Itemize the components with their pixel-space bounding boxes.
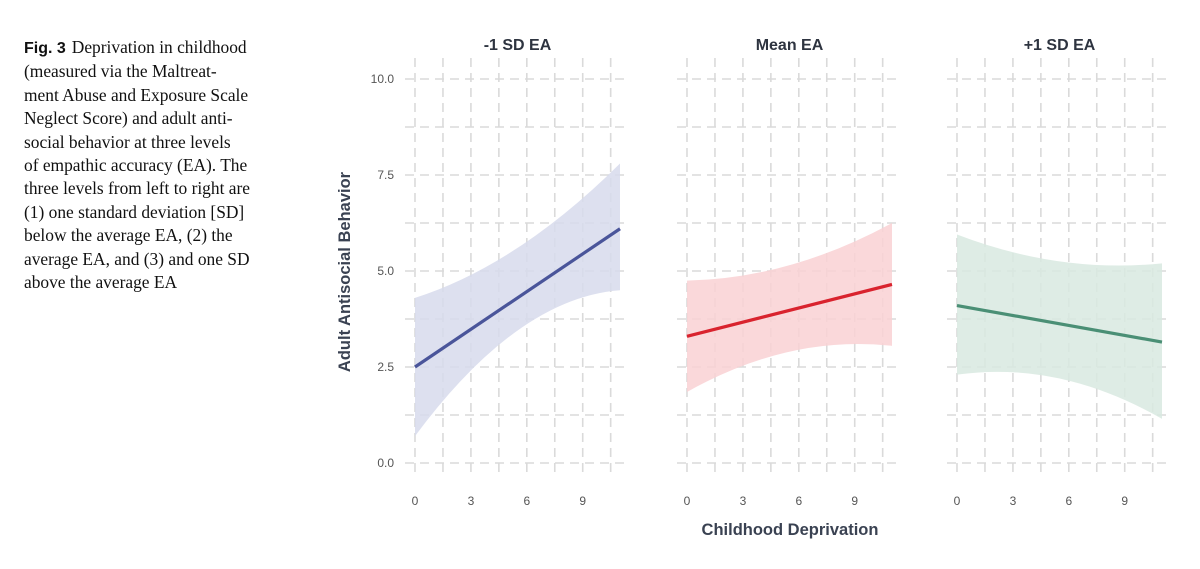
caption-line-1: Fig. 3 Deprivation in childhood	[24, 37, 247, 57]
x-tick-label-panel2-0: 0	[684, 494, 691, 508]
confidence-band-panel2	[687, 223, 892, 392]
panel-title-3: +1 SD EA	[1024, 37, 1096, 54]
panel-title-2: Mean EA	[756, 37, 824, 54]
caption-line-2: (measured via the Maltreat-	[24, 61, 217, 82]
x-tick-label-panel1-0: 0	[412, 494, 419, 508]
x-tick-label-panel1-1: 3	[468, 494, 475, 508]
caption-line-9: below the average EA, (2) the	[24, 225, 233, 246]
y-tick-label-2: 5.0	[377, 264, 394, 278]
figure-caption: Fig. 3 Deprivation in childhood (measured…	[24, 36, 294, 294]
caption-line-4: Neglect Score) and adult anti-	[24, 108, 233, 129]
caption-line-11: above the average EA	[24, 272, 178, 293]
confidence-band-panel3	[957, 234, 1162, 419]
panel-title-1: -1 SD EA	[484, 37, 552, 54]
x-tick-label-panel1-3: 9	[579, 494, 586, 508]
x-tick-label-panel3-2: 6	[1065, 494, 1072, 508]
caption-line-3: ment Abuse and Exposure Scale	[24, 84, 249, 105]
x-tick-label-panel3-1: 3	[1010, 494, 1017, 508]
regression-line-panel2	[686, 282, 893, 338]
caption-line-6: of empathic accuracy (EA). The	[24, 155, 248, 176]
y-tick-label-1: 2.5	[377, 360, 394, 374]
y-axis-title: Adult Antisocial Behavior	[336, 171, 354, 372]
caption-line-5: social behavior at three levels	[24, 131, 231, 152]
x-axis-title: Childhood Deprivation	[702, 521, 879, 539]
y-tick-label-3: 7.5	[377, 168, 394, 182]
regression-line-panel1	[414, 227, 621, 369]
x-tick-label-panel2-1: 3	[740, 494, 747, 508]
text-layer: -1 SD EA 0 3 6 9 Mean EA 0 3 6 9 +1 SD EA 0 3 6 9 0.0 2.…	[371, 37, 1129, 508]
x-tick-label-panel1-2: 6	[523, 494, 530, 508]
x-tick-label-panel3-3: 9	[1121, 494, 1128, 508]
figure-label: Fig. 3	[24, 40, 66, 57]
y-tick-label-4: 10.0	[371, 72, 395, 86]
line-layer	[414, 227, 1163, 369]
y-tick-label-0: 0.0	[377, 456, 394, 470]
x-tick-label-panel2-3: 9	[851, 494, 858, 508]
x-tick-label-panel3-0: 0	[954, 494, 961, 508]
caption-line-7: three levels from left to right are	[24, 178, 250, 199]
regression-line-panel3	[956, 303, 1163, 344]
x-tick-label-panel2-2: 6	[795, 494, 802, 508]
caption-line-10: average EA, and (3) and one SD	[24, 248, 250, 269]
caption-line-8: (1) one standard deviation [SD]	[24, 201, 245, 222]
